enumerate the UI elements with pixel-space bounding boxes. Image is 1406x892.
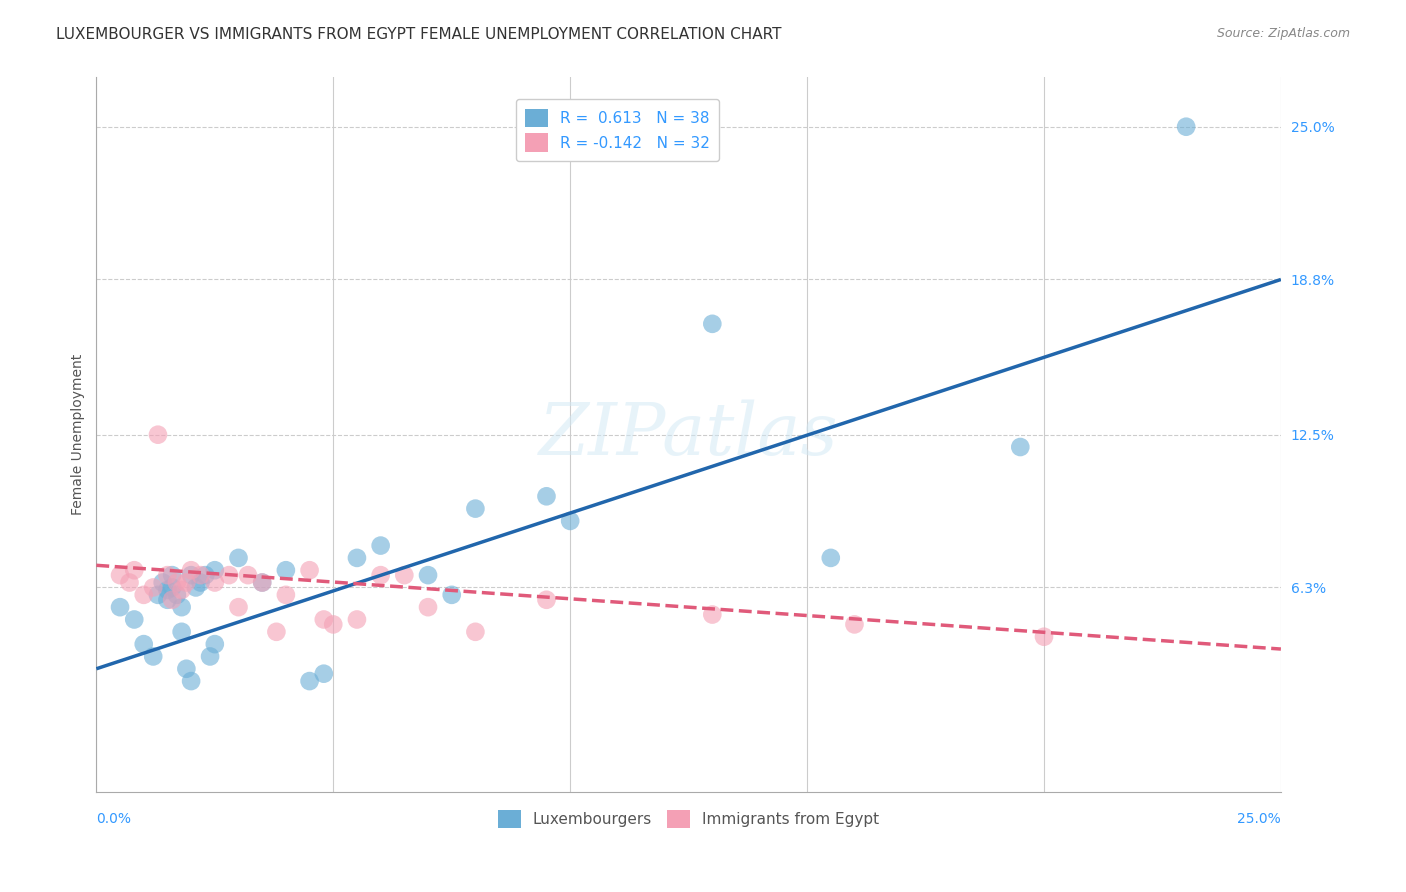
Point: [160, 581, 183, 595]
Point: [190, 568, 212, 582]
Point: [108, 568, 131, 582]
Point: [298, 674, 321, 689]
Point: [122, 612, 145, 626]
Point: [180, 568, 202, 582]
Point: [274, 588, 297, 602]
Point: [312, 612, 335, 626]
Point: [142, 581, 165, 595]
Text: 25.0%: 25.0%: [1237, 812, 1281, 826]
Point: [160, 568, 183, 582]
Point: [204, 637, 226, 651]
Point: [132, 588, 155, 602]
Point: [180, 563, 202, 577]
Point: [312, 666, 335, 681]
Point: [184, 581, 207, 595]
Point: [416, 568, 439, 582]
Point: [298, 563, 321, 577]
Point: [820, 550, 842, 565]
Legend: Luxembourgers, Immigrants from Egypt: Luxembourgers, Immigrants from Egypt: [492, 804, 886, 834]
Y-axis label: Female Unemployment: Female Unemployment: [72, 354, 86, 516]
Point: [322, 617, 344, 632]
Point: [464, 624, 486, 639]
Point: [1033, 630, 1056, 644]
Point: [702, 317, 724, 331]
Point: [152, 575, 174, 590]
Point: [176, 662, 198, 676]
Text: ZIPatlas: ZIPatlas: [538, 400, 838, 470]
Point: [194, 568, 217, 582]
Point: [416, 600, 439, 615]
Point: [250, 575, 273, 590]
Point: [218, 568, 240, 582]
Point: [170, 624, 193, 639]
Point: [702, 607, 724, 622]
Point: [236, 568, 259, 582]
Point: [166, 588, 188, 602]
Text: LUXEMBOURGER VS IMMIGRANTS FROM EGYPT FEMALE UNEMPLOYMENT CORRELATION CHART: LUXEMBOURGER VS IMMIGRANTS FROM EGYPT FE…: [56, 27, 782, 42]
Point: [394, 568, 416, 582]
Point: [198, 649, 221, 664]
Point: [122, 563, 145, 577]
Point: [180, 674, 202, 689]
Point: [346, 612, 368, 626]
Point: [204, 563, 226, 577]
Point: [440, 588, 463, 602]
Point: [560, 514, 582, 528]
Point: [266, 624, 288, 639]
Point: [146, 588, 169, 602]
Text: 0.0%: 0.0%: [97, 812, 131, 826]
Point: [176, 575, 198, 590]
Point: [170, 582, 193, 597]
Point: [156, 568, 179, 582]
Text: Source: ZipAtlas.com: Source: ZipAtlas.com: [1216, 27, 1350, 40]
Point: [204, 575, 226, 590]
Point: [142, 649, 165, 664]
Point: [132, 637, 155, 651]
Point: [274, 563, 297, 577]
Point: [170, 600, 193, 615]
Point: [228, 550, 250, 565]
Point: [536, 489, 558, 503]
Point: [1175, 120, 1198, 134]
Point: [156, 592, 179, 607]
Point: [228, 600, 250, 615]
Point: [250, 575, 273, 590]
Point: [108, 600, 131, 615]
Point: [844, 617, 866, 632]
Point: [166, 575, 188, 590]
Point: [346, 550, 368, 565]
Point: [464, 501, 486, 516]
Point: [370, 568, 392, 582]
Point: [370, 539, 392, 553]
Point: [156, 582, 179, 597]
Point: [160, 592, 183, 607]
Point: [118, 575, 141, 590]
Point: [536, 592, 558, 607]
Point: [146, 427, 169, 442]
Point: [190, 575, 212, 590]
Point: [1010, 440, 1032, 454]
